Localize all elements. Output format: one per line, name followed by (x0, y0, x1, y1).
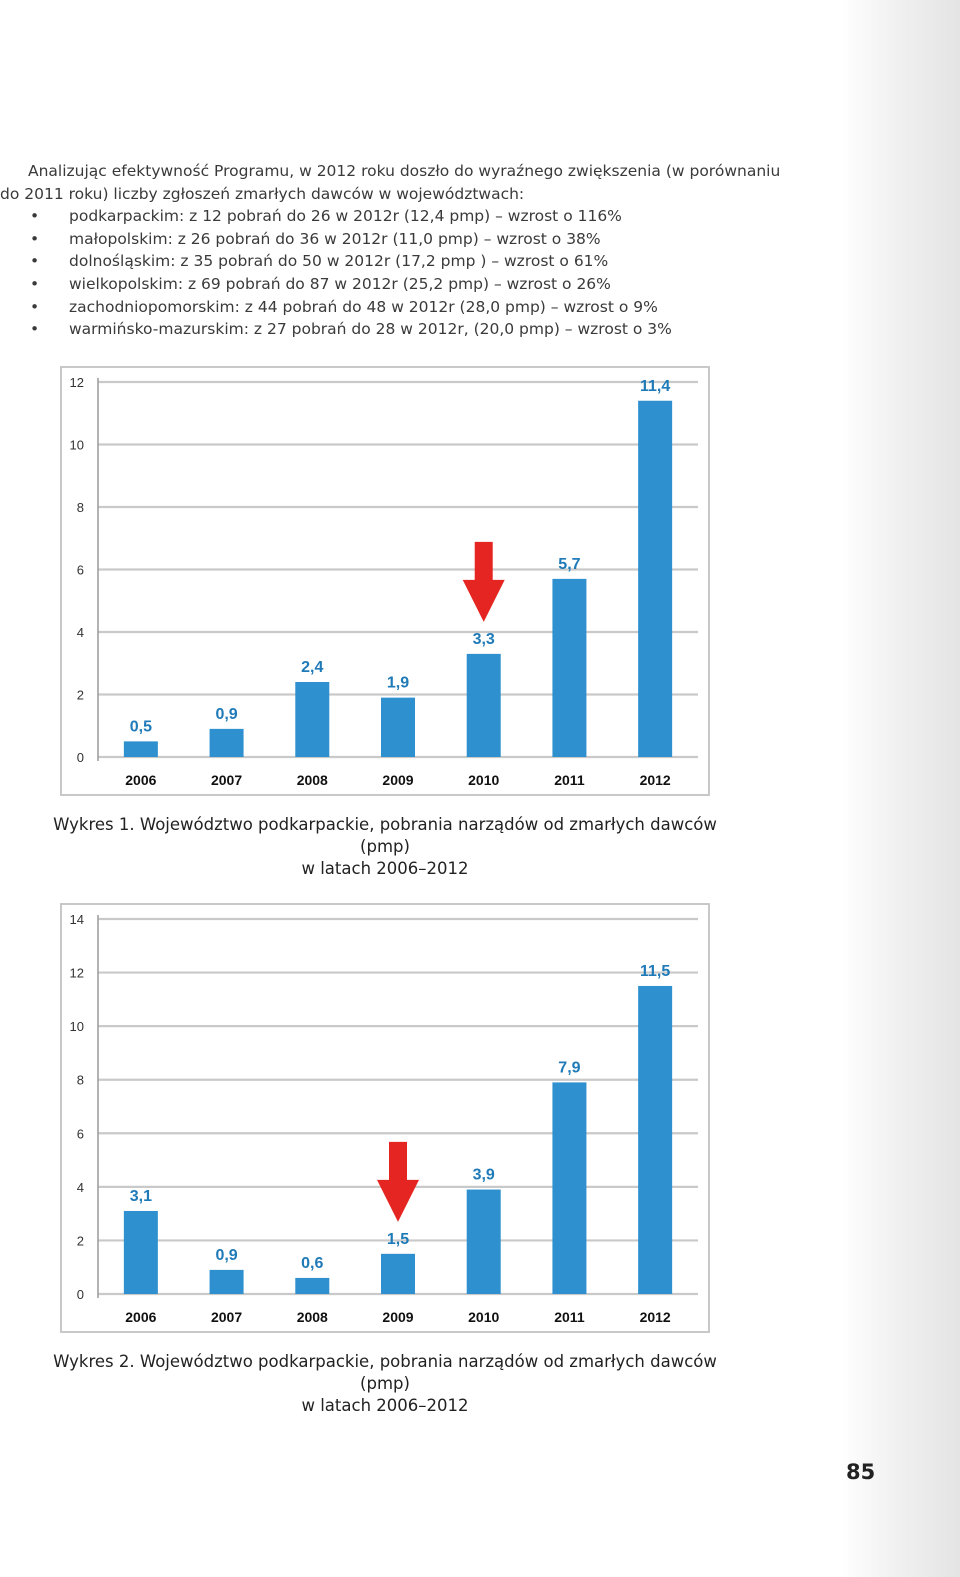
y-tick-label: 0 (77, 1287, 84, 1302)
data-label: 2,4 (301, 659, 323, 676)
bullet: • (30, 320, 40, 339)
y-tick-label: 8 (77, 1073, 84, 1088)
y-tick-label: 12 (70, 966, 84, 981)
bar (381, 697, 415, 757)
list-item: • małopolskim: z 26 pobrań do 36 w 2012r … (0, 228, 790, 251)
y-tick-label: 0 (77, 750, 84, 765)
bar (638, 985, 673, 1294)
data-label: 0,9 (215, 1247, 237, 1264)
red-down-arrow-icon (462, 541, 505, 622)
bullet: • (30, 274, 40, 293)
caption-line1: Wykres 2. Województwo podkarpackie, pobr… (53, 1352, 717, 1393)
bar (123, 741, 158, 757)
chart-1-caption: Wykres 1. Województwo podkarpackie, pobr… (30, 814, 740, 880)
data-label: 0,9 (215, 706, 237, 723)
x-tick-label: 2012 (640, 772, 671, 788)
x-tick-label: 2007 (211, 772, 242, 788)
caption-line2: w latach 2006–2012 (301, 1396, 469, 1415)
chart-1: 0 2 4 6 8 10 12 0,5 2006 0,9 2007 2,4 2008 1,9 2009 3,3… (70, 375, 698, 788)
bar (552, 1082, 587, 1294)
page-number: 85 (846, 1460, 876, 1484)
data-label: 11,5 (640, 963, 670, 980)
intro-text: Analizując efektywność Programu, w 2012 … (0, 160, 790, 341)
y-tick-label: 2 (77, 688, 84, 703)
x-tick-label: 2010 (468, 772, 499, 788)
x-tick-label: 2008 (297, 772, 328, 788)
x-tick-label: 2011 (554, 1309, 585, 1325)
y-tick-label: 8 (77, 500, 84, 515)
x-tick-label: 2008 (297, 1309, 328, 1325)
bullet: • (30, 297, 40, 316)
x-tick-label: 2009 (382, 1309, 413, 1325)
bullet: • (30, 252, 40, 271)
x-tick-label: 2006 (125, 772, 156, 788)
list-item: • warmińsko-mazurskim: z 27 pobrań do 28 … (0, 318, 790, 341)
y-tick-label: 14 (70, 912, 84, 927)
y-tick-label: 4 (77, 625, 84, 640)
list-item: • zachodniopomorskim: z 44 pobrań do 48 w… (0, 296, 790, 319)
bar (381, 1253, 415, 1294)
voivodeship-list: • podkarpackim: z 12 pobrań do 26 w 2012r… (0, 205, 790, 341)
data-label: 3,3 (473, 631, 495, 648)
chart-2-frame: 0 2 4 6 8 10 12 14 3,1 2006 0,9 2007 0,6 2008 1,5 2009 3… (60, 903, 710, 1333)
y-tick-label: 10 (70, 438, 84, 453)
x-tick-label: 2010 (468, 1309, 499, 1325)
data-label: 0,6 (301, 1255, 323, 1272)
data-label: 0,5 (130, 718, 152, 735)
bar (466, 653, 501, 757)
data-label: 1,9 (387, 675, 409, 692)
list-item: • podkarpackim: z 12 pobrań do 26 w 2012r… (0, 205, 790, 228)
chart-2-caption: Wykres 2. Województwo podkarpackie, pobr… (30, 1351, 740, 1417)
data-label: 5,7 (558, 556, 580, 573)
chart-1-frame: 0 2 4 6 8 10 12 0,5 2006 0,9 2007 2,4 2008 1,9 2009 3,3… (60, 366, 710, 796)
x-tick-label: 2009 (382, 772, 413, 788)
y-tick-label: 12 (70, 375, 84, 390)
data-label: 11,4 (640, 378, 670, 395)
bar (123, 1210, 158, 1294)
list-item: • wielkopolskim: z 69 pobrań do 87 w 2012… (0, 273, 790, 296)
data-label: 3,9 (473, 1167, 495, 1184)
bullet: • (30, 229, 40, 248)
intro-paragraph-line2: do 2011 roku) liczby zgłoszeń zmarłych d… (0, 184, 525, 203)
bar (466, 1189, 501, 1294)
bar (295, 682, 330, 757)
caption-line2: w latach 2006–2012 (301, 859, 469, 878)
x-tick-label: 2011 (554, 772, 585, 788)
y-tick-label: 2 (77, 1233, 84, 1248)
y-tick-label: 6 (77, 563, 84, 578)
y-tick-label: 4 (77, 1180, 84, 1195)
x-tick-label: 2012 (640, 1309, 671, 1325)
caption-line1: Wykres 1. Województwo podkarpackie, pobr… (53, 815, 717, 856)
y-tick-label: 10 (70, 1019, 84, 1034)
data-label: 7,9 (558, 1059, 580, 1076)
data-label: 3,1 (130, 1188, 152, 1205)
x-tick-label: 2006 (125, 1309, 156, 1325)
chart-2: 0 2 4 6 8 10 12 14 3,1 2006 0,9 2007 0,6 2008 1,5 2009 3… (70, 912, 698, 1325)
bar (552, 578, 587, 757)
bullet: • (30, 207, 40, 226)
page-edge-shade (840, 0, 960, 1577)
x-tick-label: 2007 (211, 1309, 242, 1325)
y-tick-label: 6 (77, 1126, 84, 1141)
list-item: • dolnośląskim: z 35 pobrań do 50 w 2012r… (0, 250, 790, 273)
bar (209, 728, 244, 757)
bar (295, 1277, 330, 1294)
bar (638, 400, 673, 757)
intro-paragraph-line1: Analizując efektywność Programu, w 2012 … (28, 162, 781, 180)
red-down-arrow-icon (377, 1141, 419, 1222)
data-label: 1,5 (387, 1231, 409, 1248)
bar (209, 1269, 244, 1294)
